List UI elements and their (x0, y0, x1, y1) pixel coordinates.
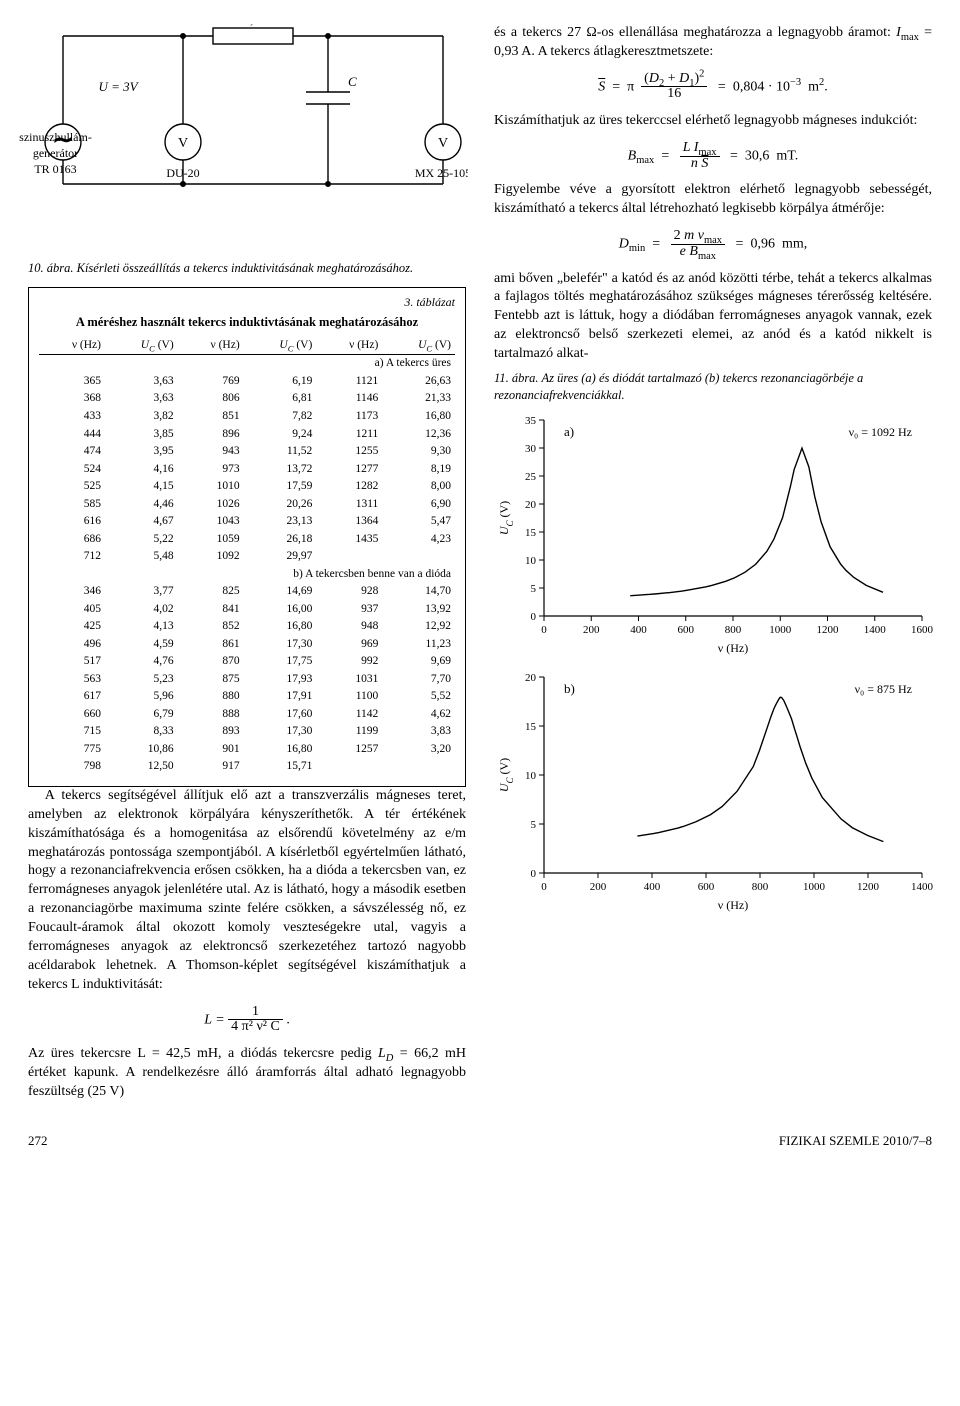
svg-text:ν (Hz): ν (Hz) (718, 898, 748, 912)
svg-text:1000: 1000 (803, 881, 826, 893)
svg-text:ν₀ = 875 Hz: ν₀ = 875 Hz (855, 682, 912, 696)
journal-ref: FIZIKAI SZEMLE 2010/7–8 (779, 1132, 932, 1150)
right-p4: ami bőven „belefér" a katód és az anód k… (494, 270, 932, 364)
svg-text:0: 0 (541, 624, 547, 636)
svg-text:600: 600 (678, 624, 695, 636)
svg-text:UC (V): UC (V) (497, 757, 515, 791)
resonance-chart-b: 0 200 400 600 800 1000 1200 1400 0 5 10 15 20 ν (Hz) U… (494, 665, 934, 915)
svg-text:ν (Hz): ν (Hz) (718, 641, 748, 655)
svg-text:400: 400 (644, 881, 661, 893)
left-p1: A tekercs segítségével állítjuk elő azt … (28, 787, 466, 995)
eq-B: Bmax = L Imax n S = 30,6 mT. (494, 141, 932, 171)
svg-text:0: 0 (531, 611, 537, 623)
svg-text:15: 15 (525, 527, 537, 539)
svg-text:200: 200 (590, 881, 607, 893)
svg-text:20: 20 (525, 672, 537, 684)
page-number: 272 (28, 1132, 48, 1150)
svg-text:1200: 1200 (817, 624, 840, 636)
left-p2: Az üres tekercsre L = 42,5 mH, a diódás … (28, 1045, 466, 1102)
fig10-caption: 10. ábra. Kísérleti összeállítás a teker… (28, 260, 466, 277)
table3: 3. táblázat A méréshez használt tekercs … (28, 287, 466, 787)
svg-text:5: 5 (531, 819, 537, 831)
svg-text:600: 600 (698, 881, 715, 893)
svg-text:800: 800 (725, 624, 742, 636)
svg-text:1200: 1200 (857, 881, 880, 893)
svg-text:25: 25 (525, 471, 537, 483)
svg-text:20: 20 (525, 499, 537, 511)
svg-text:1600: 1600 (911, 624, 934, 636)
svg-text:ν₀ = 1092 Hz: ν₀ = 1092 Hz (849, 425, 912, 439)
svg-text:b): b) (564, 681, 575, 696)
svg-text:1400: 1400 (911, 881, 934, 893)
svg-text:C: C (348, 74, 357, 89)
circuit-diagram: R, L ∼ V V U = 3V C DU-20 MX 25-105 szin… (28, 24, 466, 254)
right-p2: Kiszámíthatjuk az üres tekerccsel elérhe… (494, 112, 932, 131)
svg-text:10: 10 (525, 770, 537, 782)
svg-text:U = 3V: U = 3V (98, 79, 139, 94)
eq-S: S = π (D2 + D1)2 16 = 0,804 · 10−3 m2. (494, 72, 932, 102)
svg-text:V: V (178, 136, 188, 151)
svg-text:1000: 1000 (769, 624, 792, 636)
svg-text:V: V (438, 136, 448, 151)
svg-text:UC (V): UC (V) (497, 501, 515, 535)
svg-text:0: 0 (541, 881, 547, 893)
svg-text:200: 200 (583, 624, 600, 636)
svg-text:0: 0 (531, 868, 537, 880)
svg-text:1400: 1400 (864, 624, 887, 636)
svg-text:MX 25-105: MX 25-105 (415, 166, 468, 180)
fig11-caption: 11. ábra. Az üres (a) és diódát tartalma… (494, 370, 932, 404)
svg-text:35: 35 (525, 415, 537, 427)
svg-text:30: 30 (525, 443, 537, 455)
svg-text:400: 400 (630, 624, 647, 636)
page-footer: 272 FIZIKAI SZEMLE 2010/7–8 (28, 1132, 932, 1150)
resonance-chart-a: 0 200 400 600 800 1000 1200 1400 1600 0 5 10 15 20 25 3… (494, 408, 934, 658)
right-p3: Figyelembe véve a gyorsított elektron el… (494, 181, 932, 219)
table3-title: A méréshez használt tekercs induktivtásá… (39, 314, 455, 331)
rl-label: R, L (241, 24, 264, 27)
generator-label: szinuszhullám- generátor TR 0163 (8, 129, 103, 178)
svg-text:15: 15 (525, 721, 537, 733)
svg-text:5: 5 (531, 583, 537, 595)
eq-L: L = 1 4 π² ν² C . (28, 1005, 466, 1035)
eq-D: Dmin = 2 m vmax e Bmax = 0,96 mm, (494, 229, 932, 259)
svg-text:a): a) (564, 424, 574, 439)
svg-text:800: 800 (752, 881, 769, 893)
right-p1: és a tekercs 27 Ω-os ellenállása meghatá… (494, 24, 932, 62)
table3-number: 3. táblázat (39, 294, 455, 310)
svg-text:10: 10 (525, 555, 537, 567)
svg-text:DU-20: DU-20 (166, 166, 199, 180)
table3-grid: ν (Hz)UC (V)ν (Hz)UC (V)ν (Hz)UC (V) a) … (39, 337, 455, 776)
